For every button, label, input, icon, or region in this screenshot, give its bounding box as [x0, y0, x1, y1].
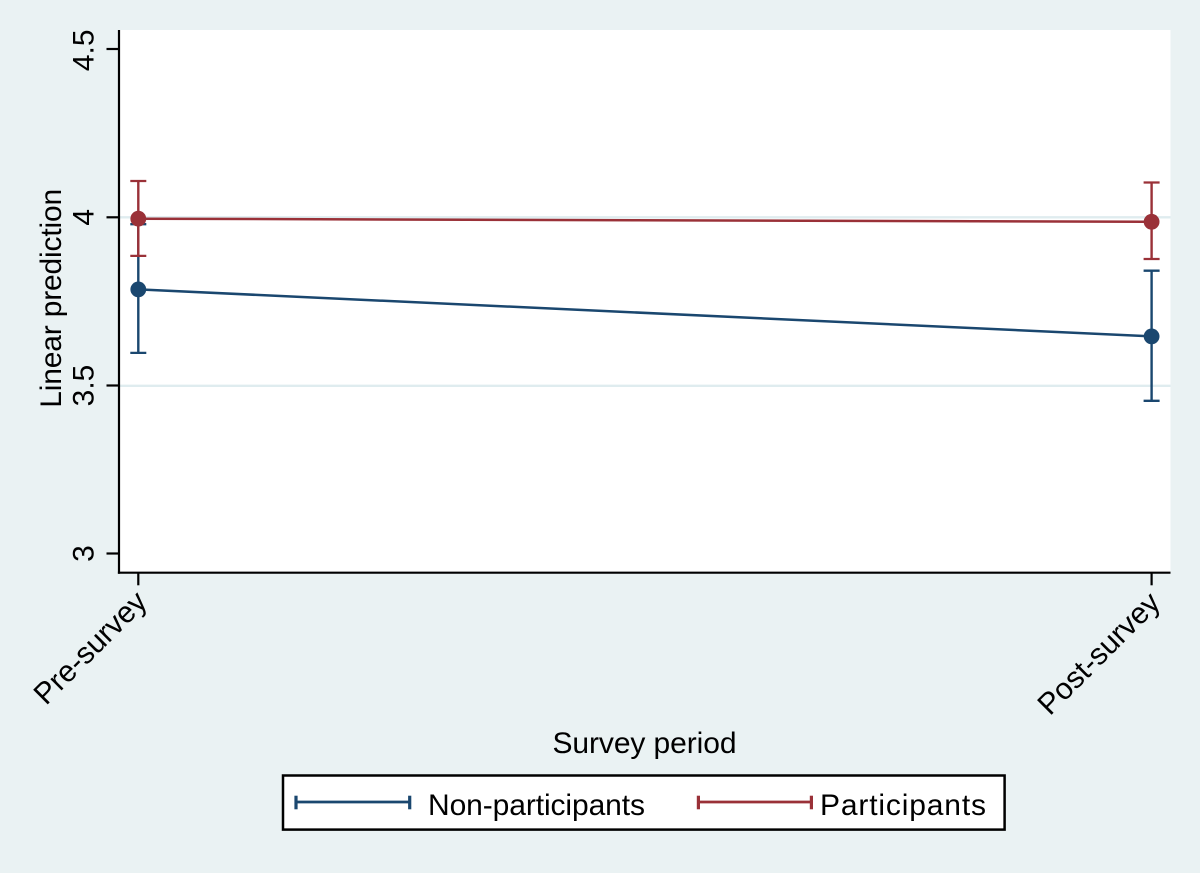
svg-text:4.5: 4.5 — [68, 29, 101, 71]
svg-text:3: 3 — [68, 545, 101, 562]
svg-text:Non-participants: Non-participants — [428, 789, 645, 822]
svg-text:Survey period: Survey period — [553, 727, 737, 760]
svg-text:Linear prediction: Linear prediction — [35, 189, 68, 408]
svg-text:Participants: Participants — [820, 789, 986, 822]
svg-text:4: 4 — [68, 209, 101, 226]
svg-text:3.5: 3.5 — [68, 365, 101, 407]
